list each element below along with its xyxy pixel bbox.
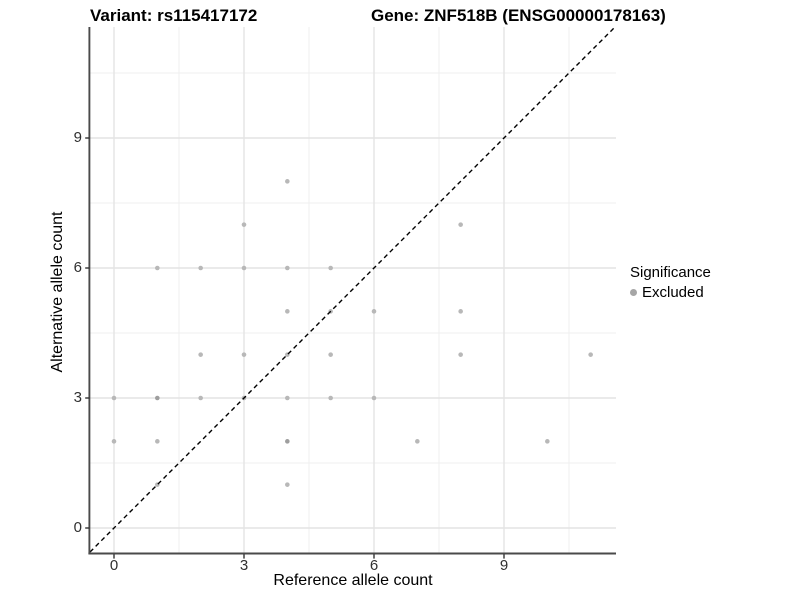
data-point [371,395,377,401]
legend-item-label: Excluded [642,284,704,301]
data-point [458,309,463,314]
data-point [285,395,290,401]
data-point [371,309,377,314]
data-point [458,222,463,227]
data-point [285,179,290,184]
data-point [588,352,593,357]
data-point [328,395,333,401]
x-axis-label: Reference allele count [273,572,433,589]
legend-item-excluded: Excluded [630,284,711,301]
data-point [198,265,203,271]
data-point [545,439,550,444]
identity-line [89,26,616,553]
y-tick-label: 3 [73,389,82,406]
data-point [458,352,463,357]
data-point [111,395,117,401]
data-point [155,439,160,444]
data-point [415,439,420,444]
data-point [285,309,290,314]
legend-title: Significance [630,264,711,281]
data-point [198,395,203,401]
x-tick-label: 6 [369,557,379,574]
legend-point-icon [630,289,637,296]
data-point [328,265,333,271]
data-point [241,265,247,271]
legend: Significance Excluded [630,264,711,301]
data-point [285,482,290,487]
data-point [241,222,247,227]
x-tick-label: 0 [109,557,119,574]
data-point [155,265,160,271]
y-tick-label: 6 [73,259,82,276]
data-point [198,352,203,357]
data-point [285,439,290,444]
data-point [111,439,117,444]
variant-title: Variant: rs115417172 [90,6,258,25]
x-tick-label: 9 [499,557,509,574]
y-axis-label: Alternative allele count [49,211,66,373]
data-point [241,352,247,357]
y-tick-label: 9 [73,129,82,146]
y-tick-label: 0 [73,519,82,536]
gene-title: Gene: ZNF518B (ENSG00000178163) [371,6,666,25]
data-point [328,352,333,357]
data-point [285,265,290,271]
x-tick-label: 3 [239,557,249,574]
data-point [155,395,160,401]
